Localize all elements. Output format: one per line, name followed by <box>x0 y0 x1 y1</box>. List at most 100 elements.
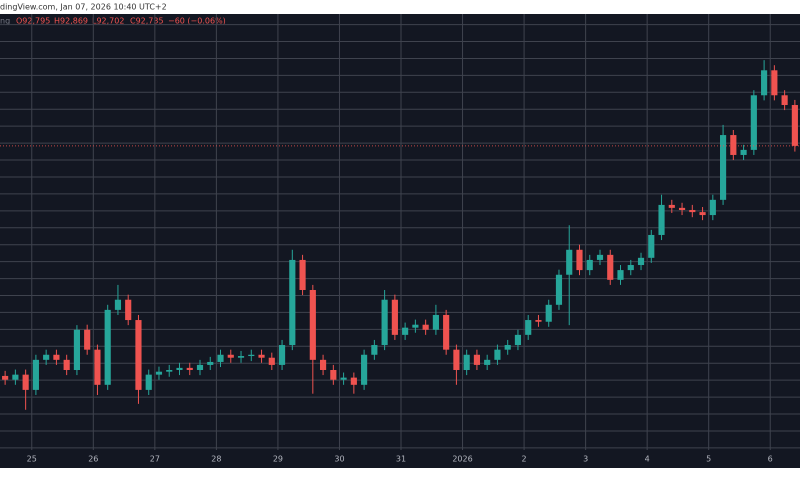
candle-body <box>678 207 686 210</box>
candle-body <box>432 314 439 330</box>
candle-body <box>658 204 665 235</box>
candle-body <box>627 265 634 271</box>
candle-body <box>371 345 378 355</box>
candle-body <box>699 212 706 216</box>
candle-body <box>514 334 522 346</box>
x-tick-label: 28 <box>211 455 221 464</box>
symbol-label: ng <box>0 17 10 26</box>
candle-body <box>361 354 368 385</box>
candle-body <box>207 361 214 365</box>
candle-body <box>761 70 768 96</box>
candle-body <box>555 274 563 305</box>
x-tick-label: 30 <box>334 455 344 464</box>
x-tick-label: 2026 <box>452 455 472 464</box>
candle-body <box>12 374 19 380</box>
candle-body <box>340 377 347 380</box>
candle-body <box>381 299 388 346</box>
x-tick-label: 25 <box>27 455 37 464</box>
x-tick-label: 2 <box>522 455 527 464</box>
candle-body <box>576 249 583 271</box>
candle-body <box>320 359 327 370</box>
x-tick-label: 29 <box>273 455 283 464</box>
candle-body <box>730 135 737 155</box>
candle-body <box>422 324 429 330</box>
candle-body <box>750 95 757 150</box>
candle-body <box>484 359 491 365</box>
candle-body <box>237 356 245 358</box>
candle-body <box>22 374 29 390</box>
candle-body <box>668 204 675 208</box>
candle-body <box>412 324 419 328</box>
candle-body <box>196 364 204 370</box>
candle-body <box>402 327 409 335</box>
candle-body <box>637 257 645 266</box>
candle-body <box>217 354 224 362</box>
candle-body <box>781 95 788 106</box>
candle-body <box>73 329 80 370</box>
candle-body <box>463 354 470 370</box>
candle-body <box>350 377 357 385</box>
candle-body <box>43 354 50 360</box>
candle-body <box>617 270 624 280</box>
ohlc-value: H92,869 <box>54 17 88 26</box>
candle-body <box>504 345 511 350</box>
candle-body <box>84 329 91 350</box>
x-tick-label: 26 <box>88 455 98 464</box>
candle-body <box>248 354 255 357</box>
candle-body <box>94 349 101 385</box>
x-tick-label: 4 <box>645 455 650 464</box>
candle-body <box>566 249 573 275</box>
x-tick-label: 27 <box>150 455 160 464</box>
x-tick-label: 3 <box>583 455 588 464</box>
candle-body <box>443 314 450 350</box>
source-label: dingView.com, Jan 07, 2026 10:40 UTC+2 <box>0 3 167 12</box>
x-tick-label: 6 <box>768 455 773 464</box>
candle-body <box>114 299 122 310</box>
change-label: −60 (−0.06%) <box>168 17 226 26</box>
candle-body <box>166 369 173 372</box>
plot-background <box>0 14 800 468</box>
candle-body <box>145 374 152 390</box>
candle-body <box>258 354 265 358</box>
candle-body <box>689 209 696 213</box>
candle-body <box>525 320 532 335</box>
x-tick-label: 5 <box>706 455 711 464</box>
candle-body <box>289 259 296 346</box>
candle-body <box>535 320 542 322</box>
candle-body <box>268 357 275 365</box>
candle-body <box>53 354 60 360</box>
candle-body <box>155 371 163 375</box>
ohlc-value: O92,795 <box>16 17 50 26</box>
x-tick-label: 31 <box>396 455 406 464</box>
candle-body <box>596 254 604 260</box>
candle-body <box>720 135 727 200</box>
candle-body <box>309 289 316 360</box>
candle-body <box>104 309 111 385</box>
candle-body <box>2 375 9 380</box>
candle-body <box>176 367 183 370</box>
candle-body <box>125 299 132 321</box>
candle-body <box>740 149 747 155</box>
candle-body <box>391 299 398 335</box>
candle-body <box>607 254 614 280</box>
ohlc-value: L92,702 <box>92 17 124 26</box>
candle-body <box>135 320 142 390</box>
candle-body <box>709 199 716 216</box>
candle-body <box>771 70 778 96</box>
candle-body <box>330 369 337 380</box>
candle-body <box>453 349 460 370</box>
candle-body <box>586 259 593 271</box>
candle-body <box>186 367 193 370</box>
candle-body <box>227 354 234 358</box>
candle-body <box>648 234 655 258</box>
candle-body <box>299 259 306 290</box>
candle-body <box>494 349 501 360</box>
candle-body <box>278 345 286 365</box>
candle-body <box>32 359 39 390</box>
candle-body <box>791 105 798 146</box>
ohlc-value: C92,735 <box>130 17 164 26</box>
candle-body <box>545 304 552 322</box>
candle-body <box>473 354 480 365</box>
candle-body <box>63 359 70 370</box>
